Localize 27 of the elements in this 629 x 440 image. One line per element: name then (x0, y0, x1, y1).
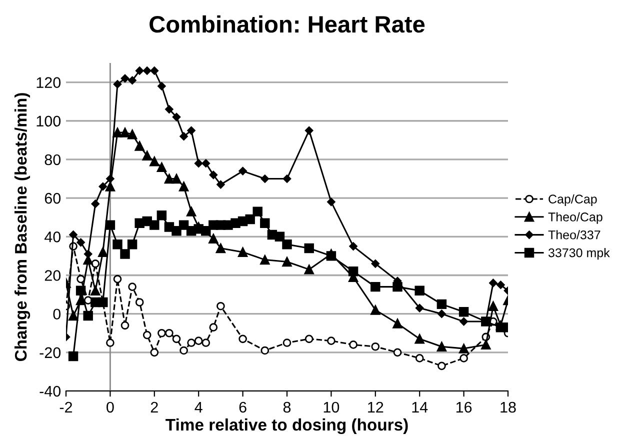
x-axis-title: Time relative to dosing (hours) (166, 418, 408, 434)
x-tick-label: 18 (500, 402, 516, 413)
y-tick-label: -20 (40, 347, 61, 358)
legend-label: Theo/337 (548, 230, 600, 240)
y-tick-label: 20 (44, 270, 61, 281)
x-tick-label: 14 (412, 402, 428, 412)
y-tick-label: 60 (44, 192, 61, 204)
x-tick-label: 16 (456, 402, 472, 413)
y-tick-label: 100 (36, 116, 61, 127)
x-tick-label: -2 (60, 402, 72, 412)
y-tick-label: -40 (40, 386, 61, 397)
legend-label: Theo/Cap (548, 212, 602, 224)
y-tick-label: 120 (36, 77, 61, 88)
legend-label: 33730 mpk (548, 248, 610, 260)
y-axis-title: Change from Baseline (beats/min) (14, 93, 30, 362)
y-tick-label: 0 (53, 308, 61, 320)
chart-title: Combination: Heart Rate (150, 15, 425, 33)
y-tick-label: 40 (44, 232, 61, 242)
x-tick-label: 4 (194, 402, 202, 412)
x-tick-label: 10 (324, 402, 340, 413)
x-tick-label: 6 (239, 402, 246, 413)
legend-label: Cap/Cap (548, 194, 597, 206)
x-tick-label: 12 (368, 402, 384, 412)
x-tick-label: 8 (283, 402, 291, 413)
y-tick-label: 80 (44, 154, 61, 166)
x-tick-label: 2 (150, 402, 158, 412)
x-tick-label: 0 (106, 402, 114, 413)
